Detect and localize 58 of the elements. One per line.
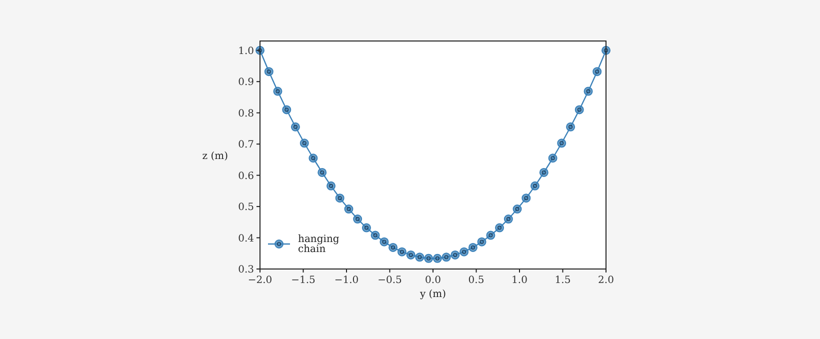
point	[574, 105, 584, 114]
y-axis-title: z (m)	[202, 151, 228, 162]
x-tick-label: 1.5	[554, 275, 571, 286]
point	[442, 252, 451, 262]
point	[290, 122, 300, 132]
x-tick-label: −0.5	[378, 275, 402, 286]
y-tick-label: 0.9	[238, 77, 254, 88]
x-tick-label: −1.5	[291, 275, 316, 286]
x-tick-label: 0.5	[468, 275, 484, 286]
point	[388, 242, 398, 252]
point	[592, 67, 602, 76]
point	[584, 86, 593, 96]
y-tick-label: 1.0	[238, 46, 254, 57]
x-tick-label: 2.0	[598, 275, 614, 286]
point	[380, 237, 389, 246]
point	[548, 154, 558, 163]
point	[344, 204, 354, 214]
point	[460, 247, 469, 256]
point	[477, 237, 486, 246]
x-tick-label: −2.0	[248, 275, 272, 286]
point	[273, 86, 282, 96]
x-axis-title: y (m)	[418, 289, 446, 300]
point	[522, 194, 531, 203]
x-tick-label: −1.0	[334, 275, 359, 286]
point	[397, 247, 406, 256]
point	[406, 250, 416, 260]
y-tick-label: 0.8	[238, 108, 254, 120]
point	[512, 204, 522, 214]
point	[282, 105, 292, 114]
point	[370, 230, 380, 240]
y-tick-label: 0.3	[238, 264, 254, 276]
y-tick-label: 0.5	[238, 202, 254, 214]
point	[318, 168, 327, 177]
point	[539, 168, 548, 177]
point	[566, 122, 576, 132]
point	[308, 154, 318, 163]
point	[530, 181, 540, 190]
point	[362, 223, 371, 232]
x-tick-label: 0.0	[425, 275, 441, 286]
point	[424, 254, 434, 263]
point	[432, 254, 442, 263]
point	[486, 230, 496, 240]
x-tick-label: 1.0	[512, 275, 528, 286]
point	[335, 194, 344, 203]
point	[495, 223, 504, 232]
legend-label: hanging chain	[298, 234, 340, 255]
point	[557, 138, 566, 148]
point	[353, 214, 362, 224]
point	[415, 252, 424, 262]
point	[504, 214, 513, 224]
point	[450, 250, 460, 260]
point	[264, 67, 274, 76]
point	[300, 138, 309, 148]
y-tick-label: 0.6	[238, 170, 254, 182]
point	[468, 242, 478, 252]
y-tick-label: 0.7	[238, 140, 254, 151]
point	[326, 181, 336, 190]
y-tick-label: 0.4	[238, 233, 254, 244]
